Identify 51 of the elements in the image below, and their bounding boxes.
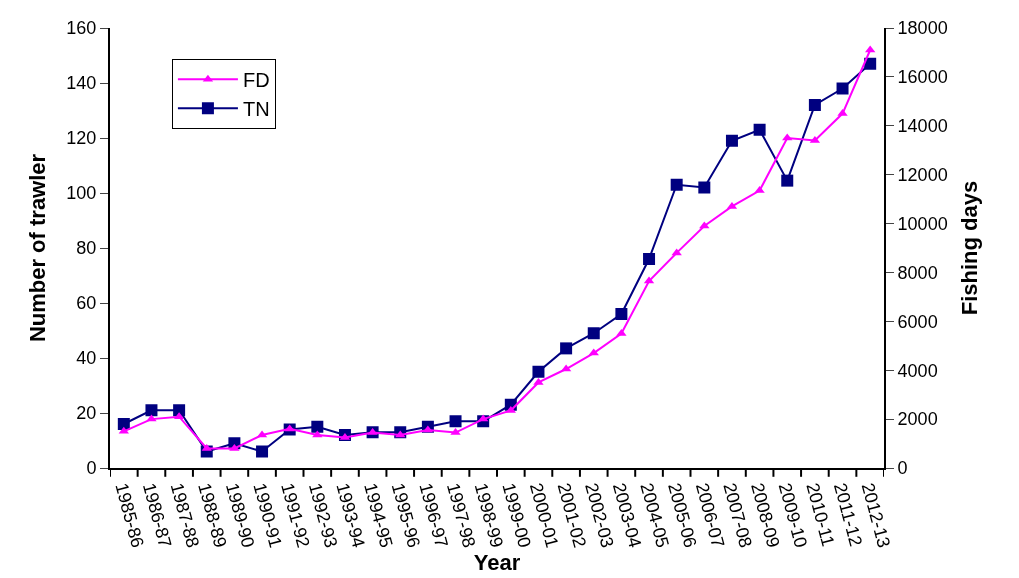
point bbox=[615, 308, 628, 320]
y2-tick-label: 2000 bbox=[897, 409, 938, 430]
y2-tick-label: 6000 bbox=[897, 311, 938, 332]
point bbox=[698, 181, 711, 194]
point bbox=[587, 327, 600, 340]
point bbox=[725, 134, 738, 147]
y2-tick-label: 18000 bbox=[897, 18, 948, 39]
legend-label: TN bbox=[242, 98, 270, 121]
point bbox=[312, 430, 323, 438]
y-axis-title: Number of trawler bbox=[24, 153, 50, 343]
point bbox=[782, 133, 793, 141]
point bbox=[836, 82, 849, 95]
y2-axis-title: Fishing days bbox=[957, 180, 983, 316]
point bbox=[284, 424, 295, 432]
point bbox=[532, 365, 545, 378]
point bbox=[311, 420, 324, 433]
point bbox=[643, 253, 656, 265]
point bbox=[671, 248, 682, 256]
point bbox=[781, 174, 794, 187]
legend-label: FD bbox=[242, 69, 270, 92]
y2-tick-label: 8000 bbox=[897, 262, 938, 283]
y2-tick-label: 16000 bbox=[897, 67, 948, 88]
point bbox=[229, 443, 240, 451]
point bbox=[560, 342, 573, 355]
y2-tick-label: 12000 bbox=[897, 164, 948, 185]
y2-tick-label: 0 bbox=[897, 458, 908, 479]
point bbox=[173, 404, 186, 417]
y-tick-label: 120 bbox=[66, 128, 97, 149]
y-tick-label: 40 bbox=[76, 348, 97, 369]
y-tick-label: 160 bbox=[66, 18, 97, 39]
y2-tick-label: 4000 bbox=[897, 360, 938, 381]
point bbox=[395, 430, 406, 438]
point bbox=[699, 221, 710, 229]
point bbox=[145, 404, 158, 417]
x-axis-title: Year bbox=[473, 549, 521, 575]
point bbox=[808, 99, 821, 111]
y-tick-label: 100 bbox=[66, 183, 97, 204]
y-tick-label: 80 bbox=[76, 238, 97, 259]
point bbox=[753, 123, 766, 136]
y-tick-label: 140 bbox=[66, 73, 97, 94]
point bbox=[117, 418, 130, 430]
y2-tick-label: 10000 bbox=[897, 213, 948, 234]
y-tick-label: 0 bbox=[86, 458, 97, 479]
point bbox=[533, 377, 544, 385]
point bbox=[670, 178, 683, 191]
point bbox=[256, 445, 269, 458]
point bbox=[201, 443, 212, 451]
y-tick-label: 20 bbox=[76, 403, 97, 424]
y2-tick-label: 14000 bbox=[897, 116, 948, 137]
point bbox=[449, 415, 462, 428]
y-tick-label: 60 bbox=[76, 293, 97, 314]
